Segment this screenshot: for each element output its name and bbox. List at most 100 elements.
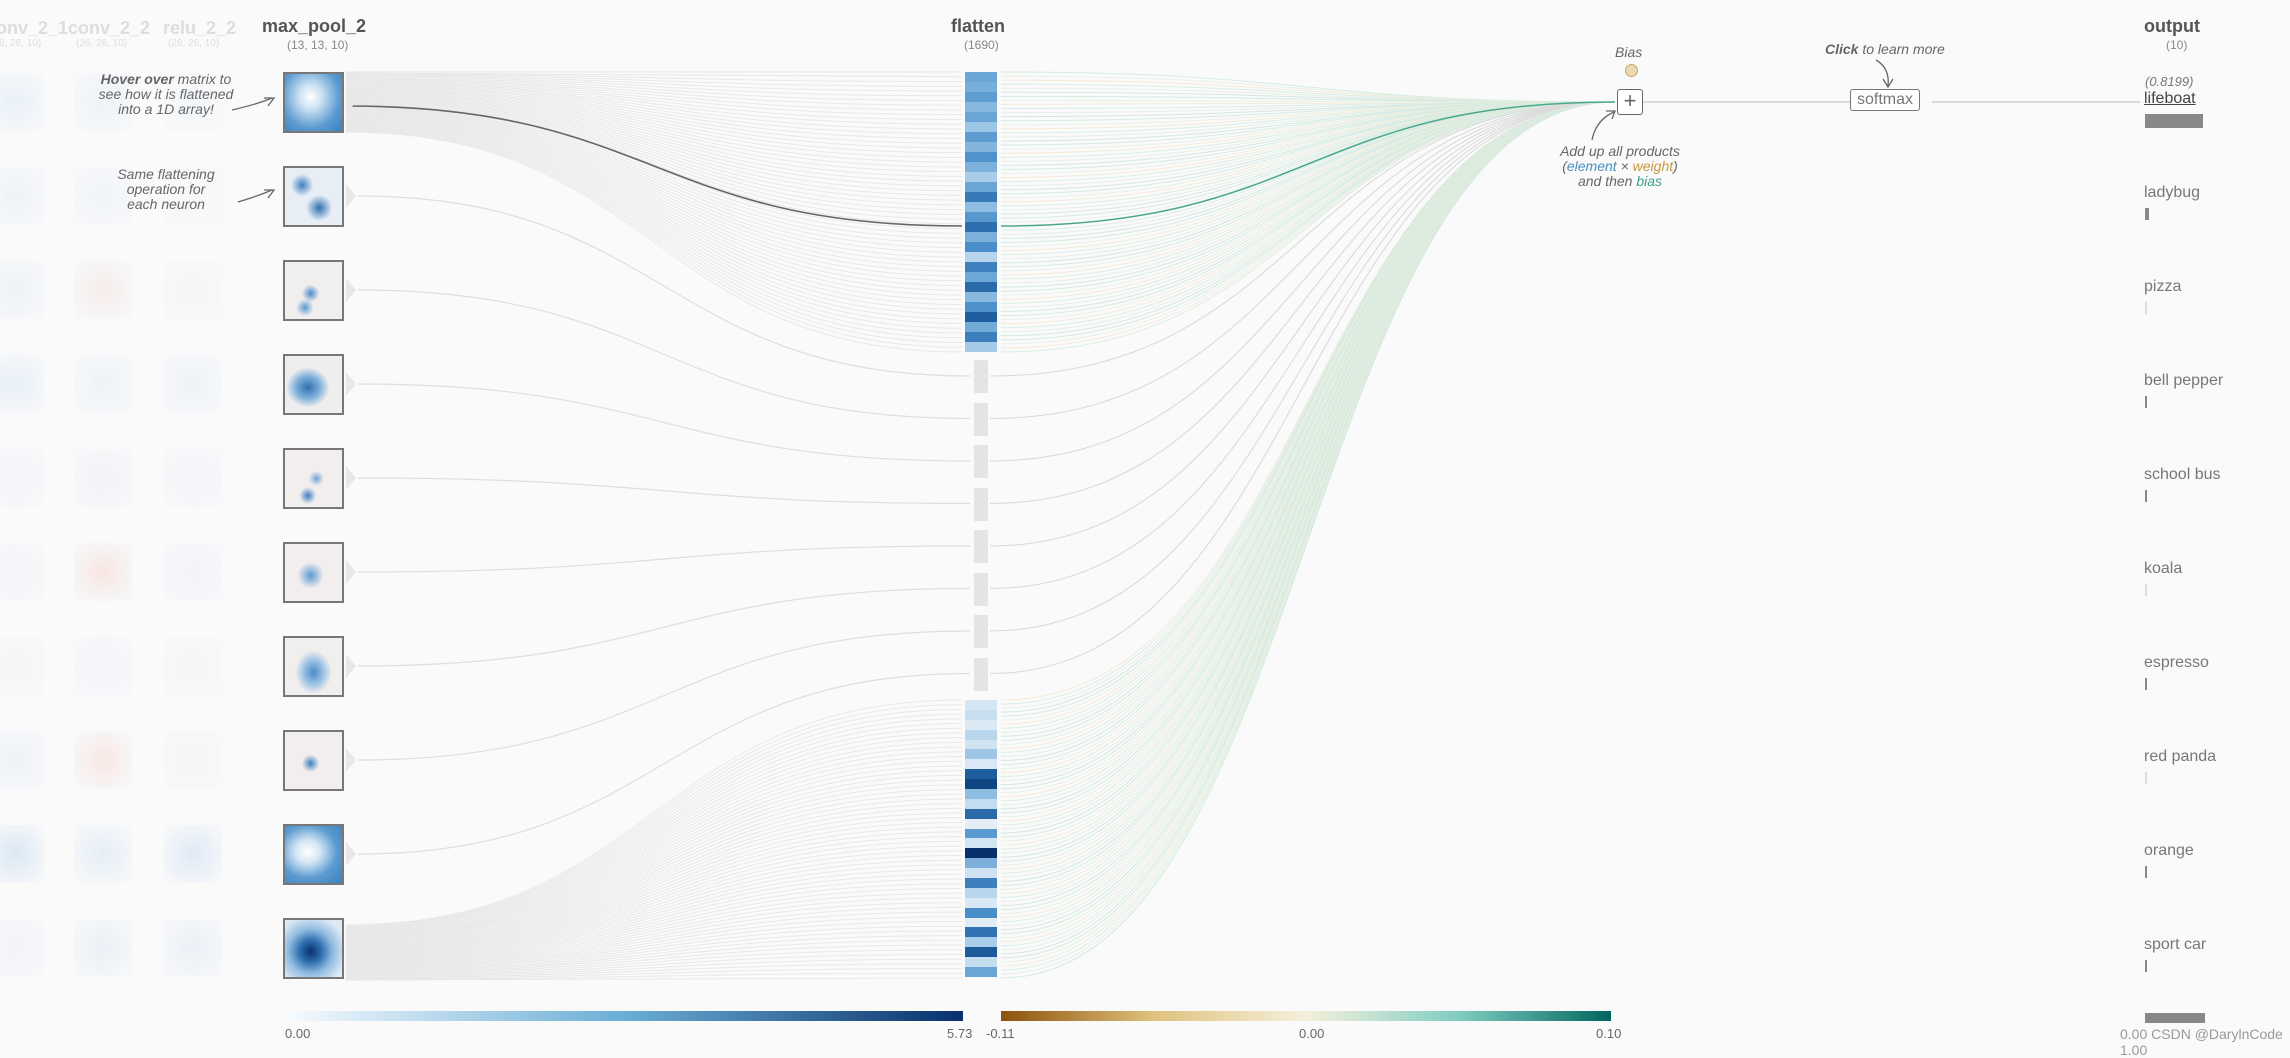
max-pool-feature-map[interactable] [283,636,344,697]
pool-to-flatten-link [357,289,971,420]
output-class-pizza[interactable]: pizza [2144,278,2182,295]
flatten-element[interactable] [965,719,997,730]
flatten-element[interactable] [965,858,997,869]
flatten-element[interactable] [965,798,997,809]
pool-to-flatten-link [345,76,963,97]
max-pool-feature-map[interactable] [283,354,344,415]
flatten-collapsed-block[interactable] [974,402,988,436]
flatten-element[interactable] [965,838,997,849]
flatten-element[interactable] [965,192,997,202]
pool-to-flatten-link [345,117,963,287]
output-class-lifeboat[interactable]: lifeboat [2144,90,2196,107]
output-class-koala[interactable]: koala [2144,560,2183,577]
flatten-collapsed-block[interactable] [974,615,988,648]
flatten-collapsed-block[interactable] [974,360,988,393]
flatten-element[interactable] [965,252,997,262]
flatten-element[interactable] [965,232,997,242]
flatten-element[interactable] [965,709,997,720]
flatten-collapsed-block[interactable] [974,657,988,691]
output-class-orange[interactable]: orange [2144,842,2194,859]
faded-feature-map [74,167,132,225]
flatten-element[interactable] [965,182,997,192]
flatten-element[interactable] [965,102,997,112]
flatten-element[interactable] [965,729,997,740]
pool-to-flatten-link [345,930,963,972]
flatten-expanded-bottom[interactable] [965,700,997,978]
flatten-element[interactable] [965,749,997,760]
flatten-element[interactable] [965,769,997,780]
flatten-element[interactable] [965,700,997,710]
flatten-element[interactable] [965,947,997,958]
flatten-element[interactable] [965,262,997,272]
max-pool-feature-map[interactable] [283,730,344,791]
output-class-sport-car[interactable]: sport car [2144,936,2207,953]
pool-to-flatten-link [345,99,963,206]
max-pool-feature-map[interactable] [283,448,344,509]
flatten-collapsed-block[interactable] [974,572,988,606]
flatten-collapsed-block[interactable] [974,487,988,521]
max-pool-feature-map[interactable] [283,72,344,133]
flatten-element[interactable] [965,292,997,302]
flatten-element[interactable] [965,808,997,819]
softmax-button[interactable]: softmax [1850,89,1921,111]
flatten-element[interactable] [965,122,997,132]
output-class-bell-pepper[interactable]: bell pepper [2144,372,2224,389]
flatten-element[interactable] [965,878,997,888]
output-class-espresso[interactable]: espresso [2144,654,2209,671]
flatten-element[interactable] [965,312,997,322]
bias-dot[interactable] [1625,64,1638,77]
faded-feature-map [74,261,132,319]
flatten-element[interactable] [965,282,997,292]
max-pool-feature-map[interactable] [283,824,344,885]
flatten-element[interactable] [965,789,997,799]
max-pool-feature-map[interactable] [283,166,344,227]
flatten-element[interactable] [965,222,997,232]
flatten-element[interactable] [965,818,997,829]
flatten-element[interactable] [965,322,997,332]
flatten-element[interactable] [965,152,997,162]
output-class-ladybug[interactable]: ladybug [2144,184,2201,201]
flatten-element[interactable] [965,272,997,282]
flatten-element[interactable] [965,927,997,938]
max-pool-feature-map[interactable] [283,918,344,979]
layer-subtitle-output: (10) [2166,38,2188,52]
output-class-school-bus[interactable]: school bus [2144,466,2221,483]
flatten-element[interactable] [965,828,997,839]
flatten-element[interactable] [965,72,997,82]
flatten-element[interactable] [965,212,997,222]
faded-feature-map [74,919,132,977]
flatten-element[interactable] [965,868,997,879]
flatten-element[interactable] [965,907,997,918]
flatten-element[interactable] [965,82,997,92]
flatten-element[interactable] [965,848,997,859]
flatten-element[interactable] [965,112,997,122]
flatten-collapsed-block[interactable] [974,445,988,478]
flatten-element[interactable] [965,242,997,252]
flatten-element[interactable] [965,967,997,977]
flatten-element[interactable] [965,897,997,908]
flatten-element[interactable] [965,937,997,948]
flatten-expanded-top[interactable] [965,72,997,352]
faded-feature-map [74,731,132,789]
flatten-element[interactable] [965,162,997,172]
flatten-element[interactable] [965,142,997,152]
flatten-element[interactable] [965,759,997,770]
output-class-red-panda[interactable]: red panda [2144,748,2217,765]
flatten-element[interactable] [965,739,997,750]
flatten-element[interactable] [965,332,997,342]
flatten-element[interactable] [965,887,997,898]
flatten-element[interactable] [965,172,997,182]
pool-to-flatten-link [345,713,963,929]
flatten-element[interactable] [965,957,997,968]
flatten-element[interactable] [965,779,997,790]
flatten-element[interactable] [965,917,997,928]
flatten-element[interactable] [965,342,997,352]
flatten-collapsed-block[interactable] [974,530,988,563]
max-pool-feature-map[interactable] [283,542,344,603]
plus-icon[interactable]: + [1617,89,1643,115]
flatten-element[interactable] [965,92,997,102]
max-pool-feature-map[interactable] [283,260,344,321]
flatten-element[interactable] [965,302,997,312]
flatten-element[interactable] [965,132,997,142]
flatten-element[interactable] [965,202,997,212]
